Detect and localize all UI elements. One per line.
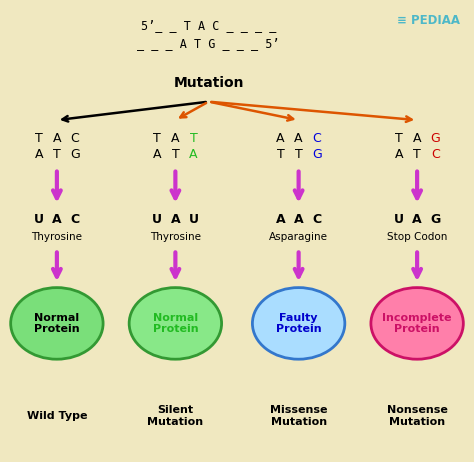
Text: Wild Type: Wild Type xyxy=(27,411,87,421)
Text: Normal
Protein: Normal Protein xyxy=(153,313,198,334)
Text: T: T xyxy=(154,132,161,145)
Text: C: C xyxy=(312,132,321,145)
Text: Faulty
Protein: Faulty Protein xyxy=(276,313,321,334)
Text: A: A xyxy=(276,213,285,226)
Text: T: T xyxy=(395,132,403,145)
Text: Asparagine: Asparagine xyxy=(269,231,328,242)
Text: T: T xyxy=(413,148,421,161)
Text: Incomplete
Protein: Incomplete Protein xyxy=(383,313,452,334)
Text: A: A xyxy=(35,148,43,161)
Text: T: T xyxy=(53,148,61,161)
Text: T: T xyxy=(35,132,43,145)
Text: Thyrosine: Thyrosine xyxy=(31,231,82,242)
Ellipse shape xyxy=(252,287,345,359)
Text: C: C xyxy=(70,213,80,226)
Text: A: A xyxy=(412,213,422,226)
Text: A: A xyxy=(153,148,162,161)
Text: A: A xyxy=(171,213,180,226)
Text: A: A xyxy=(189,148,198,161)
Text: T: T xyxy=(172,148,179,161)
Text: 5’_ _ T A C _ _ _ _: 5’_ _ T A C _ _ _ _ xyxy=(141,19,276,32)
Text: A: A xyxy=(413,132,421,145)
Text: G: G xyxy=(430,213,440,226)
Text: T: T xyxy=(295,148,302,161)
Text: C: C xyxy=(71,132,79,145)
Text: A: A xyxy=(171,132,180,145)
Text: Mutation: Mutation xyxy=(173,76,244,90)
Text: C: C xyxy=(312,213,321,226)
Text: _ _ _ A T G _ _ _ 5’: _ _ _ A T G _ _ _ 5’ xyxy=(137,37,280,50)
Text: G: G xyxy=(430,132,440,145)
Text: U: U xyxy=(152,213,163,226)
Text: Thyrosine: Thyrosine xyxy=(150,231,201,242)
Text: Stop Codon: Stop Codon xyxy=(387,231,447,242)
Text: U: U xyxy=(34,213,44,226)
Text: Silent
Mutation: Silent Mutation xyxy=(147,405,203,426)
Ellipse shape xyxy=(129,287,221,359)
Text: A: A xyxy=(276,132,285,145)
Text: U: U xyxy=(394,213,404,226)
Text: Normal
Protein: Normal Protein xyxy=(34,313,80,334)
Text: Missense
Mutation: Missense Mutation xyxy=(270,405,328,426)
Text: Nonsense
Mutation: Nonsense Mutation xyxy=(387,405,447,426)
Text: A: A xyxy=(395,148,403,161)
Text: ≡ PEDIAA: ≡ PEDIAA xyxy=(397,14,460,27)
Text: A: A xyxy=(52,213,62,226)
Text: C: C xyxy=(431,148,439,161)
Text: U: U xyxy=(188,213,199,226)
Text: G: G xyxy=(312,148,321,161)
Text: A: A xyxy=(294,213,303,226)
Text: A: A xyxy=(53,132,61,145)
Text: A: A xyxy=(294,132,303,145)
Ellipse shape xyxy=(371,287,464,359)
Text: G: G xyxy=(70,148,80,161)
Text: T: T xyxy=(190,132,197,145)
Ellipse shape xyxy=(10,287,103,359)
Text: T: T xyxy=(277,148,284,161)
